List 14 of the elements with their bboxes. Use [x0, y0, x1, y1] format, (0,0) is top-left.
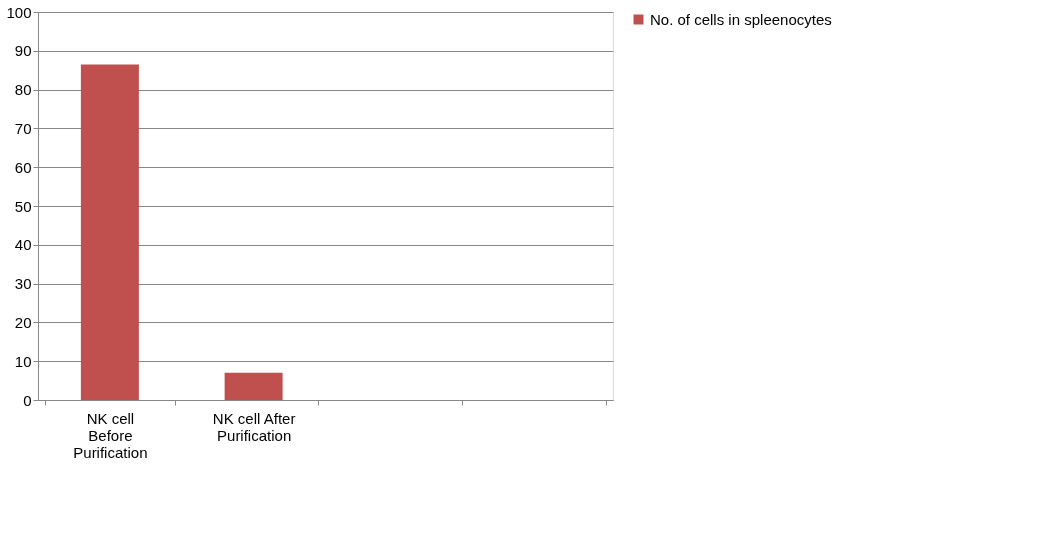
- y-tick-label: 10: [14, 352, 32, 370]
- y-tick-label: 30: [14, 275, 32, 293]
- y-tick-label: 0: [23, 391, 32, 409]
- y-tick-label: 80: [14, 81, 32, 99]
- y-tick-label: 100: [6, 3, 32, 21]
- y-tick-label: 50: [14, 197, 32, 215]
- legend-label: No. of cells in spleenocytes: [650, 10, 832, 28]
- x-tick-label: NK cell Before Purification: [73, 409, 148, 461]
- y-tick-label: 60: [14, 158, 32, 176]
- y-tick-label: 40: [14, 236, 32, 254]
- y-tick-label: 20: [14, 313, 32, 331]
- y-tick-label: 90: [14, 42, 32, 60]
- x-tick-label: NK cell After Purification: [212, 409, 296, 444]
- y-tick-label: 70: [14, 119, 32, 137]
